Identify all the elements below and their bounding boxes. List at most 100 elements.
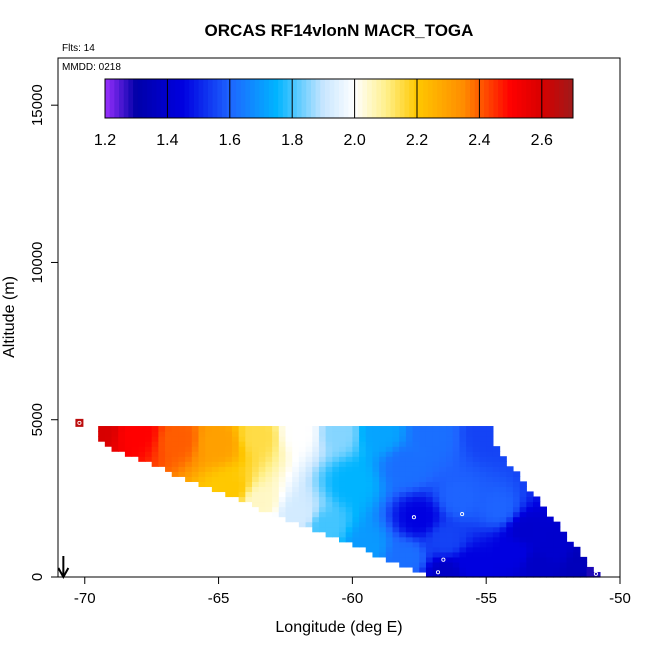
heatmap-cell xyxy=(512,491,521,498)
heatmap-cell xyxy=(278,466,287,472)
heatmap-cell xyxy=(298,491,307,498)
heatmap-cell xyxy=(372,551,380,558)
heatmap-cell xyxy=(178,431,186,437)
heatmap-cell xyxy=(272,511,280,518)
heatmap-cell xyxy=(452,506,461,513)
heatmap-cell xyxy=(305,521,313,528)
heatmap-cell xyxy=(198,426,206,432)
heatmap-cell xyxy=(292,456,300,462)
heatmap-cell xyxy=(325,491,333,498)
heatmap-cell xyxy=(191,431,200,437)
heatmap-cell xyxy=(425,561,434,568)
heatmap-cell xyxy=(178,426,186,432)
heatmap-cell xyxy=(124,451,133,457)
heatmap-cell xyxy=(472,501,481,508)
heatmap-cell xyxy=(359,456,367,462)
heatmap-cell xyxy=(392,546,400,553)
heatmap-cell xyxy=(446,566,454,573)
heatmap-cell xyxy=(231,431,240,437)
heatmap-cell xyxy=(392,556,400,563)
heatmap-cell xyxy=(539,541,547,548)
colorbar-segment xyxy=(423,79,429,118)
heatmap-cell xyxy=(325,446,333,452)
heatmap-cell xyxy=(385,466,394,472)
heatmap-cell xyxy=(211,481,220,488)
heatmap-cell xyxy=(399,436,407,442)
heatmap-cell xyxy=(466,561,474,568)
heatmap-cell xyxy=(352,491,360,498)
heatmap-cell xyxy=(252,446,260,452)
heatmap-cell xyxy=(272,491,280,498)
heatmap-cell xyxy=(452,561,461,568)
colorbar-segment xyxy=(460,79,466,118)
heatmap-cell xyxy=(472,526,481,533)
heatmap-cell xyxy=(546,551,554,558)
heatmap-cell xyxy=(379,536,387,543)
heatmap-cell xyxy=(258,426,266,432)
heatmap-cell xyxy=(399,506,407,513)
heatmap-cell xyxy=(466,471,474,477)
heatmap-cell xyxy=(225,471,233,477)
heatmap-cell xyxy=(499,536,507,543)
heatmap-cell xyxy=(218,466,226,472)
heatmap-cell xyxy=(399,466,407,472)
heatmap-cell xyxy=(419,501,427,508)
heatmap-cell xyxy=(412,491,420,498)
heatmap-cell xyxy=(171,446,180,452)
heatmap-cell xyxy=(385,471,394,477)
heatmap-cell xyxy=(218,456,226,462)
heatmap-cell xyxy=(533,531,541,538)
heatmap-cell xyxy=(499,486,507,493)
heatmap-cell xyxy=(439,491,447,498)
heatmap-cell xyxy=(185,466,193,472)
colorbar-segment xyxy=(240,79,246,118)
colorbar-segment xyxy=(353,79,359,118)
heatmap-cell xyxy=(579,561,588,568)
heatmap-cell xyxy=(278,461,287,467)
heatmap-cell xyxy=(118,446,126,452)
heatmap-cell xyxy=(432,546,440,553)
heatmap-cell xyxy=(205,481,213,488)
heatmap-cell xyxy=(512,481,521,488)
heatmap-cell xyxy=(479,466,487,472)
heatmap-cell xyxy=(412,436,420,442)
heatmap-cell xyxy=(412,551,420,558)
heatmap-cell xyxy=(352,441,360,447)
heatmap-cell xyxy=(238,451,246,457)
heatmap-cell xyxy=(144,441,153,447)
heatmap-cell xyxy=(459,471,467,477)
heatmap-cell xyxy=(459,536,467,543)
heatmap-cell xyxy=(285,426,293,432)
heatmap-cell xyxy=(526,556,534,563)
colorbar-segment xyxy=(493,79,499,118)
heatmap-cell xyxy=(446,451,454,457)
heatmap-cell xyxy=(446,456,454,462)
heatmap-cell xyxy=(185,476,193,482)
colorbar-segment xyxy=(184,79,190,118)
heatmap-cell xyxy=(258,496,266,503)
heatmap-cell xyxy=(499,526,507,533)
heatmap-cell xyxy=(278,436,287,442)
heatmap-cell xyxy=(459,466,467,472)
heatmap-cell xyxy=(573,546,581,553)
heatmap-cell xyxy=(365,431,374,437)
heatmap-cell xyxy=(519,496,527,503)
heatmap-cell xyxy=(151,461,159,467)
heatmap-cell xyxy=(352,446,360,452)
heatmap-cell xyxy=(245,426,253,432)
heatmap-cell xyxy=(185,431,193,437)
heatmap-cell xyxy=(466,551,474,558)
heatmap-cell xyxy=(512,501,521,508)
heatmap-cell xyxy=(486,441,494,447)
heatmap-cell xyxy=(506,531,514,538)
heatmap-cell xyxy=(372,466,380,472)
heatmap-cell xyxy=(546,516,554,523)
heatmap-cell xyxy=(439,446,447,452)
heatmap-cell xyxy=(399,496,407,503)
heatmap-cell xyxy=(399,531,407,538)
heatmap-cell xyxy=(332,471,340,477)
heatmap-cell xyxy=(466,481,474,488)
heatmap-cell xyxy=(285,501,293,508)
heatmap-cell xyxy=(492,546,501,553)
heatmap-cell xyxy=(419,556,427,563)
